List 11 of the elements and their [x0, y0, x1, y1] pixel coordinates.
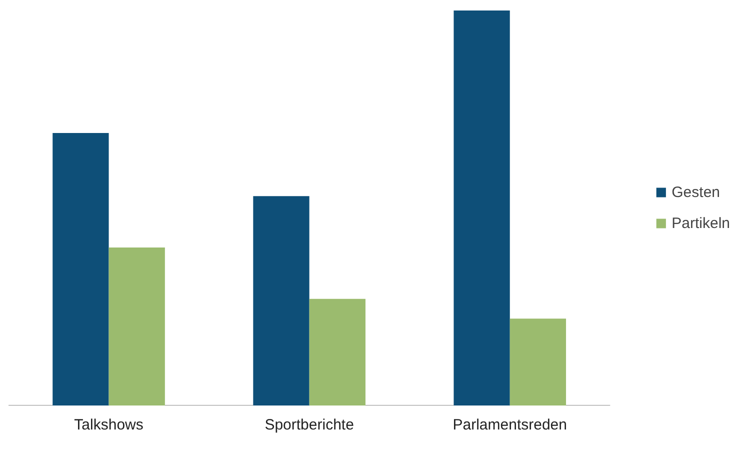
x-tick-label: Talkshows: [74, 416, 144, 434]
x-tick-label: Sportberichte: [264, 416, 354, 434]
x-tick-label: Parlamentsreden: [452, 416, 567, 434]
bar: [108, 248, 165, 406]
bar: [52, 132, 109, 406]
bar: [309, 298, 366, 406]
bar: [253, 196, 310, 406]
legend-label: Partikeln: [672, 214, 730, 232]
bar: [510, 318, 566, 406]
legend-label: Gesten: [672, 184, 720, 200]
bar: [454, 10, 510, 406]
